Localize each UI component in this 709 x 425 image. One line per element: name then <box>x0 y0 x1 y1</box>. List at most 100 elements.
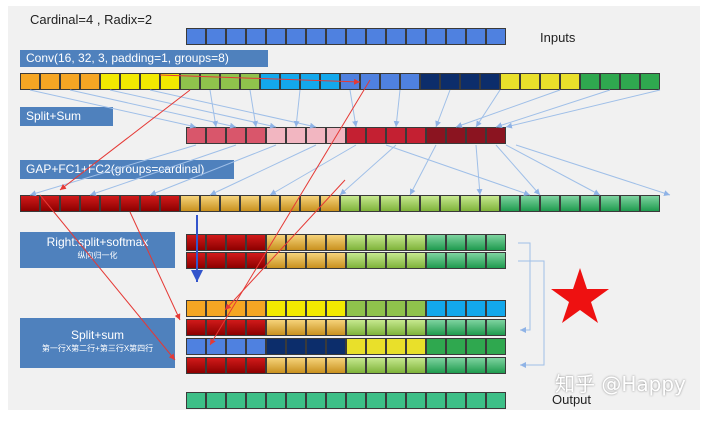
tensor-cell <box>426 300 446 317</box>
tensor-cell <box>366 392 386 409</box>
tensor-cell <box>286 252 306 269</box>
tensor-cell <box>286 338 306 355</box>
tensor-cell <box>486 357 506 374</box>
tensor-cell <box>286 319 306 336</box>
softmax-row-2 <box>186 252 506 269</box>
tensor-cell <box>180 73 200 90</box>
tensor-cell <box>446 127 466 144</box>
tensor-cell <box>246 357 266 374</box>
tensor-cell <box>120 195 140 212</box>
tensor-cell <box>326 127 346 144</box>
tensor-cell <box>226 319 246 336</box>
tensor-cell <box>486 300 506 317</box>
tensor-cell <box>286 127 306 144</box>
tensor-cell <box>180 195 200 212</box>
tensor-cell <box>560 73 580 90</box>
tensor-cell <box>306 300 326 317</box>
tensor-cell <box>260 73 280 90</box>
tensor-cell <box>246 392 266 409</box>
tensor-cell <box>640 195 660 212</box>
tensor-cell <box>466 392 486 409</box>
tensor-cell <box>206 300 226 317</box>
tensor-cell <box>386 28 406 45</box>
tensor-cell <box>220 73 240 90</box>
tensor-cell <box>426 28 446 45</box>
tensor-cell <box>366 234 386 251</box>
tensor-cell <box>366 319 386 336</box>
tensor-cell <box>426 127 446 144</box>
tensor-cell <box>246 252 266 269</box>
tensor-cell <box>346 127 366 144</box>
tensor-cell <box>406 127 426 144</box>
tensor-cell <box>446 252 466 269</box>
tensor-cell <box>240 195 260 212</box>
tensor-cell <box>346 300 366 317</box>
tensor-cell <box>300 73 320 90</box>
tensor-cell <box>326 392 346 409</box>
tensor-cell <box>286 392 306 409</box>
tensor-cell <box>540 195 560 212</box>
tensor-cell <box>620 195 640 212</box>
conv-output-row <box>20 73 660 90</box>
attention-row <box>20 195 660 212</box>
tensor-cell <box>226 300 246 317</box>
tensor-cell <box>366 300 386 317</box>
tensor-cell <box>360 73 380 90</box>
tensor-cell <box>266 127 286 144</box>
tensor-cell <box>520 195 540 212</box>
tensor-cell <box>326 319 346 336</box>
tensor-cell <box>440 195 460 212</box>
tensor-cell <box>446 392 466 409</box>
tensor-cell <box>286 300 306 317</box>
tensor-cell <box>100 195 120 212</box>
tensor-cell <box>486 319 506 336</box>
tensor-cell <box>246 338 266 355</box>
tensor-cell <box>480 73 500 90</box>
softmax-row-1 <box>186 234 506 251</box>
tensor-cell <box>306 234 326 251</box>
tensor-cell <box>266 338 286 355</box>
tensor-cell <box>460 73 480 90</box>
tensor-cell <box>226 357 246 374</box>
tensor-cell <box>366 338 386 355</box>
right-softmax-step-box: Right:split+softmax 纵向归一化 <box>20 232 175 268</box>
tensor-cell <box>426 338 446 355</box>
tensor-cell <box>346 338 366 355</box>
tensor-cell <box>226 392 246 409</box>
combine-row-4 <box>186 357 506 374</box>
diagram-title: Cardinal=4 , Radix=2 <box>30 12 153 27</box>
tensor-cell <box>186 338 206 355</box>
tensor-cell <box>406 300 426 317</box>
tensor-cell <box>420 73 440 90</box>
split-sum2-sublabel: 第一行X第二行+第三行X第四行 <box>41 344 154 353</box>
tensor-cell <box>200 195 220 212</box>
tensor-cell <box>386 357 406 374</box>
tensor-cell <box>266 234 286 251</box>
watermark-text: 知乎 @Happy <box>555 372 686 396</box>
tensor-cell <box>500 73 520 90</box>
tensor-cell <box>226 28 246 45</box>
tensor-cell <box>640 73 660 90</box>
tensor-cell <box>80 73 100 90</box>
tensor-cell <box>426 319 446 336</box>
tensor-cell <box>186 28 206 45</box>
tensor-cell <box>246 319 266 336</box>
tensor-cell <box>206 392 226 409</box>
tensor-cell <box>486 338 506 355</box>
tensor-cell <box>206 28 226 45</box>
split-sum2-step-box: Split+sum 第一行X第二行+第三行X第四行 <box>20 318 175 368</box>
tensor-cell <box>286 234 306 251</box>
tensor-cell <box>266 300 286 317</box>
tensor-cell <box>360 195 380 212</box>
tensor-cell <box>620 73 640 90</box>
tensor-cell <box>206 234 226 251</box>
tensor-cell <box>386 319 406 336</box>
tensor-cell <box>386 252 406 269</box>
tensor-cell <box>286 28 306 45</box>
tensor-cell <box>266 392 286 409</box>
tensor-cell <box>280 195 300 212</box>
tensor-cell <box>220 195 240 212</box>
split-sum2-label: Split+sum <box>70 328 125 342</box>
tensor-cell <box>286 357 306 374</box>
tensor-cell <box>540 73 560 90</box>
